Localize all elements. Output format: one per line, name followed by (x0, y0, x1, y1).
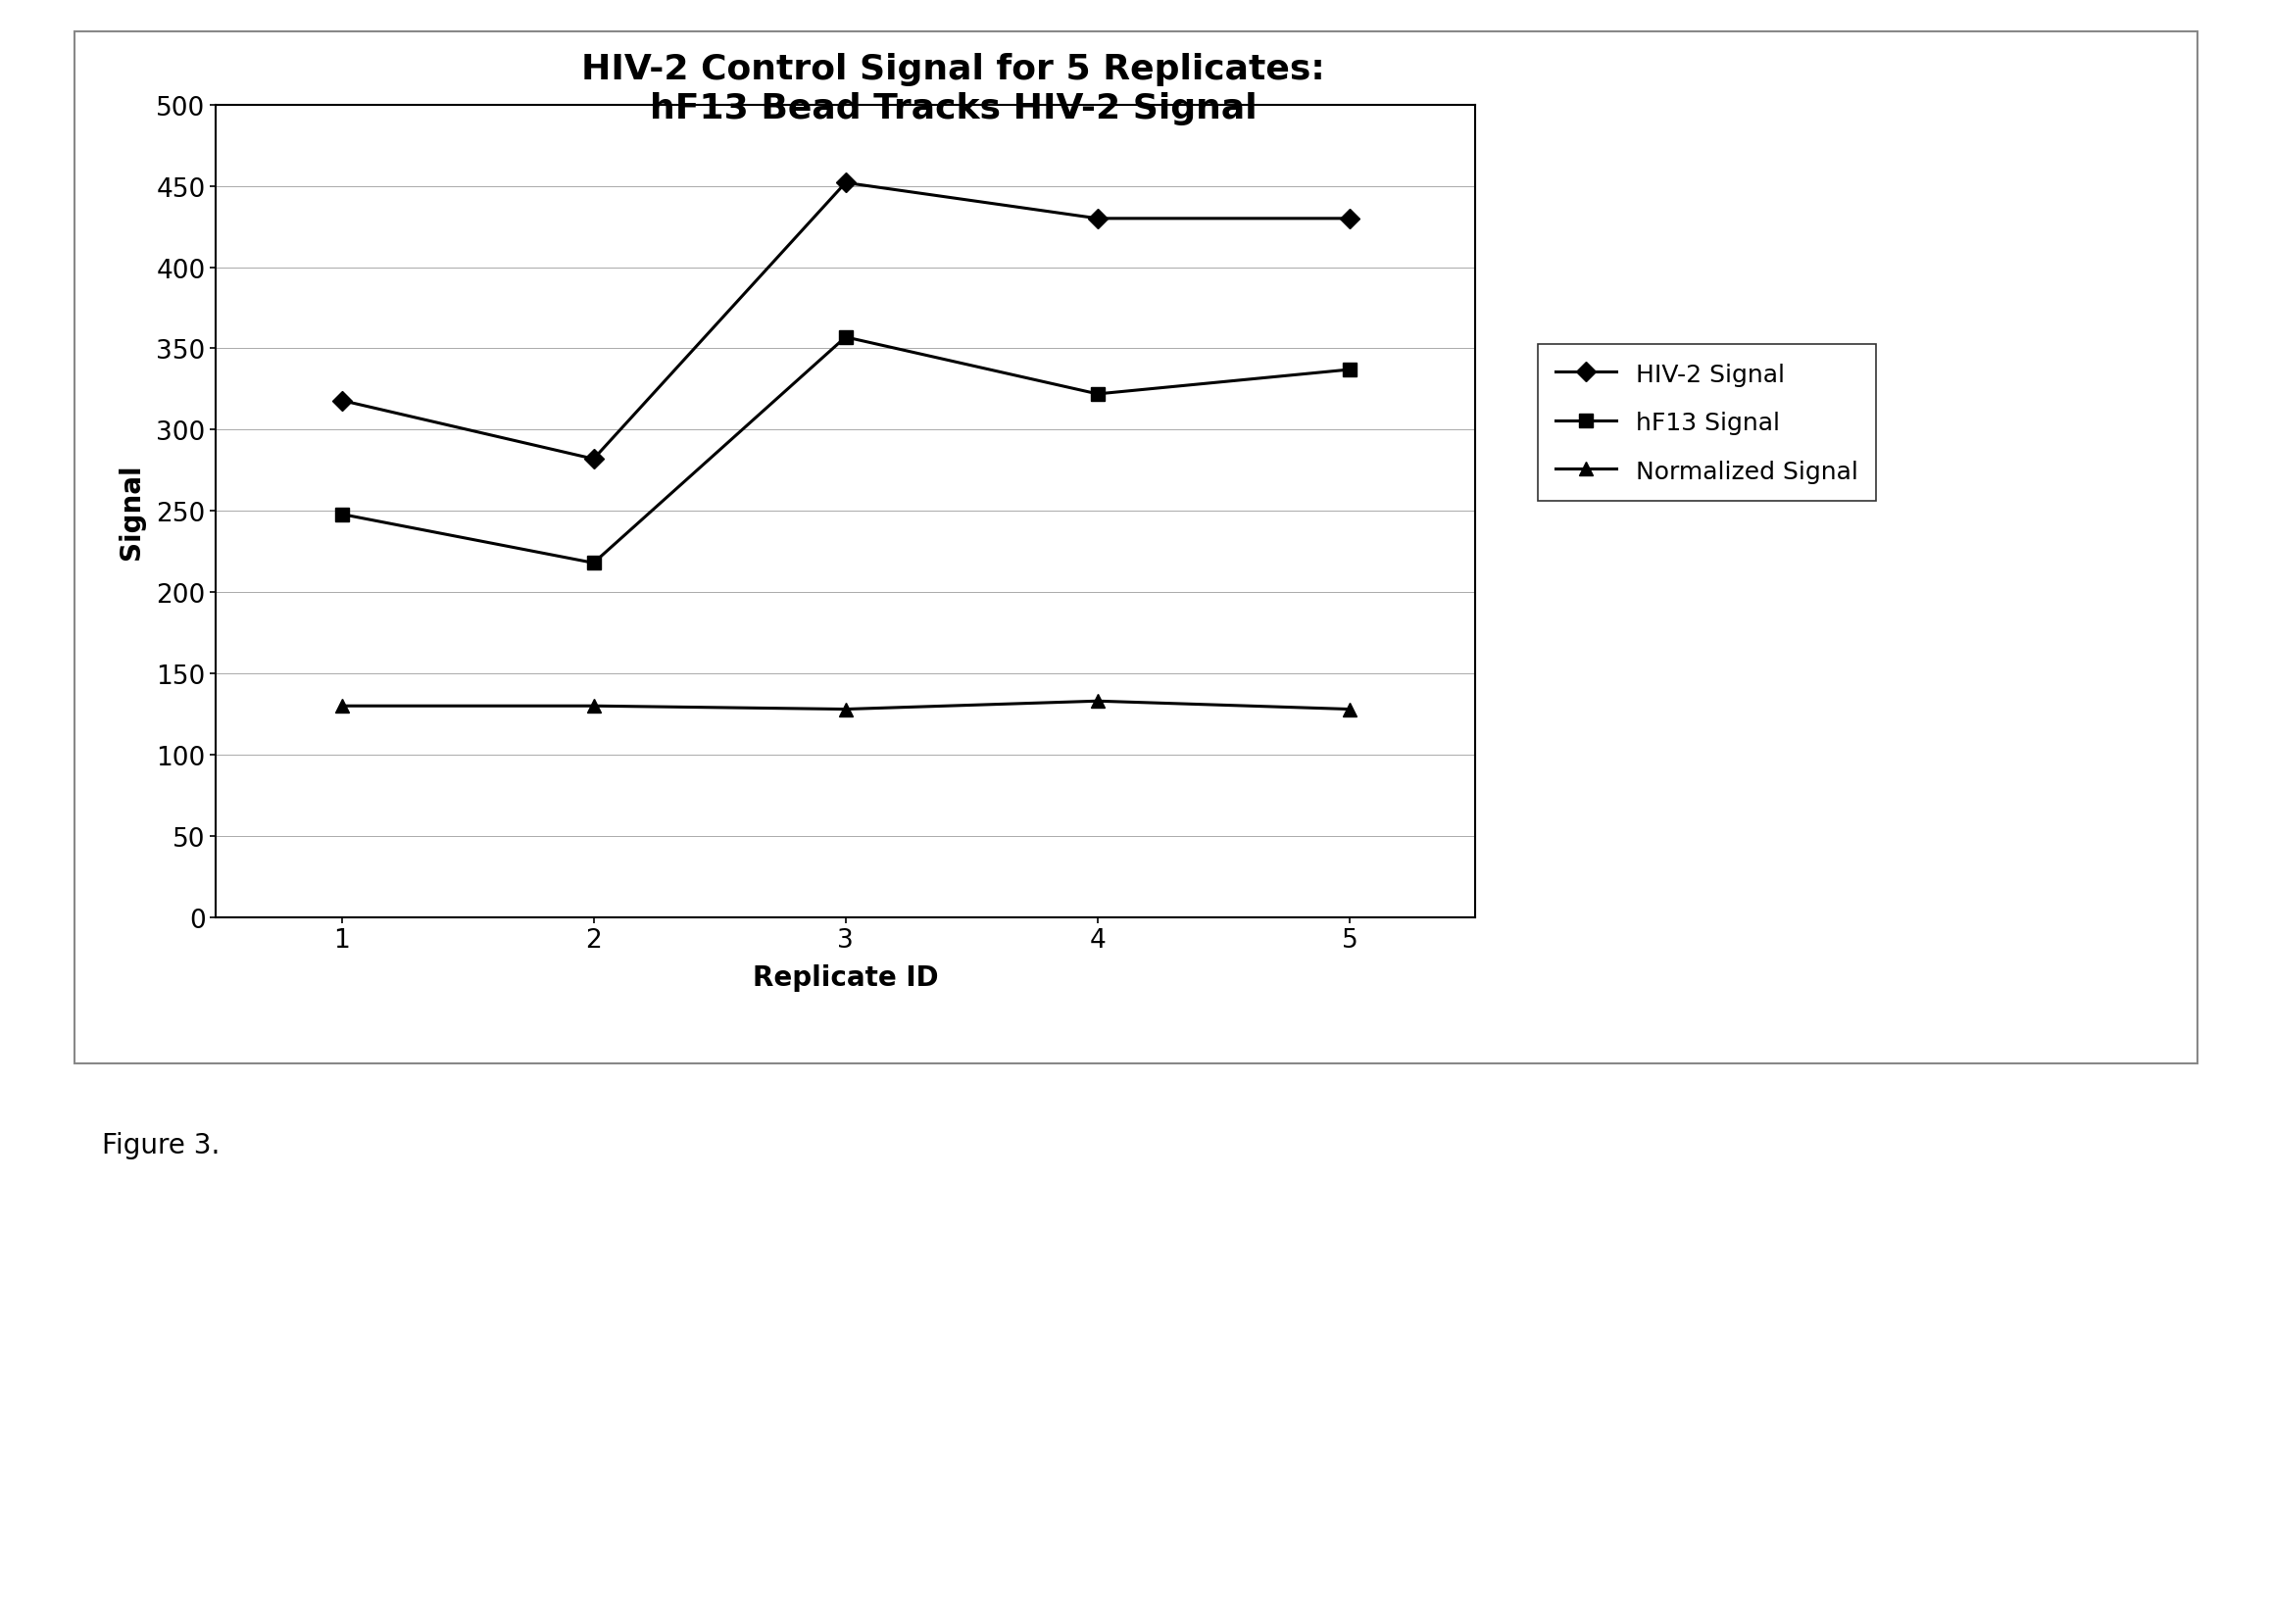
Normalized Signal (1335, 700, 1362, 719)
HIV-2 Signal (327, 391, 354, 411)
Text: Figure 3.: Figure 3. (102, 1132, 220, 1158)
HIV-2 Signal (831, 174, 858, 193)
Line: Normalized Signal: Normalized Signal (336, 695, 1355, 716)
Y-axis label: Signal: Signal (118, 464, 145, 559)
Normalized Signal (581, 697, 608, 716)
hF13 Signal (831, 328, 858, 348)
Normalized Signal (1085, 692, 1112, 711)
Text: HIV-2 Control Signal for 5 Replicates:
hF13 Bead Tracks HIV-2 Signal: HIV-2 Control Signal for 5 Replicates: h… (581, 54, 1326, 125)
Legend: HIV-2 Signal, hF13 Signal, Normalized Signal: HIV-2 Signal, hF13 Signal, Normalized Si… (1539, 346, 1875, 502)
Normalized Signal (327, 697, 354, 716)
hF13 Signal (581, 554, 608, 573)
Line: HIV-2 Signal: HIV-2 Signal (336, 177, 1355, 466)
HIV-2 Signal (1335, 209, 1362, 229)
X-axis label: Replicate ID: Replicate ID (754, 965, 938, 992)
hF13 Signal (327, 505, 354, 525)
HIV-2 Signal (581, 450, 608, 469)
Normalized Signal (831, 700, 858, 719)
HIV-2 Signal (1085, 209, 1112, 229)
hF13 Signal (1335, 361, 1362, 380)
hF13 Signal (1085, 385, 1112, 404)
Line: hF13 Signal: hF13 Signal (336, 331, 1355, 570)
